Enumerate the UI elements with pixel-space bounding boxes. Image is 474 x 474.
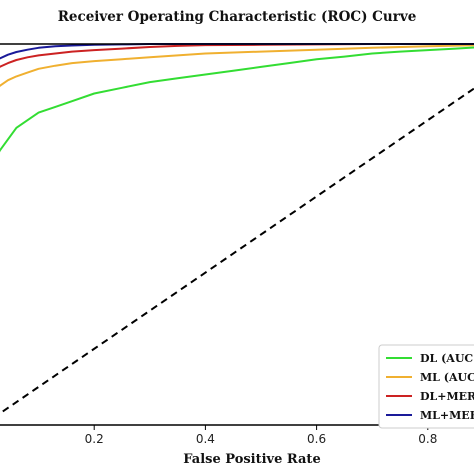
- legend-box: [378, 344, 474, 429]
- x-tick-label: 0.6: [307, 432, 326, 446]
- legend-label: DL (AUC=: [420, 352, 474, 365]
- roc-curve-series-2: [0, 44, 474, 88]
- plot-area: [0, 43, 474, 426]
- x-tick-label: 0.2: [85, 432, 104, 446]
- legend-label: ML (AUC=: [420, 371, 474, 384]
- legend-label: ML+MER: [420, 409, 474, 422]
- legend: DL (AUC= ML (AUC= DL+MERG ML+MER: [378, 344, 474, 429]
- x-tick-label: 0.8: [418, 432, 437, 446]
- legend-label: DL+MERG: [420, 390, 474, 403]
- diagonal-reference-line: [0, 87, 474, 415]
- roc-curve-series-1: [0, 46, 474, 153]
- chart-title: Receiver Operating Characteristic (ROC) …: [58, 9, 417, 25]
- x-axis-label: False Positive Rate: [183, 452, 320, 467]
- x-axis-ticks: 0.2 0.4 0.6 0.8: [85, 425, 437, 446]
- x-tick-label: 0.4: [196, 432, 215, 446]
